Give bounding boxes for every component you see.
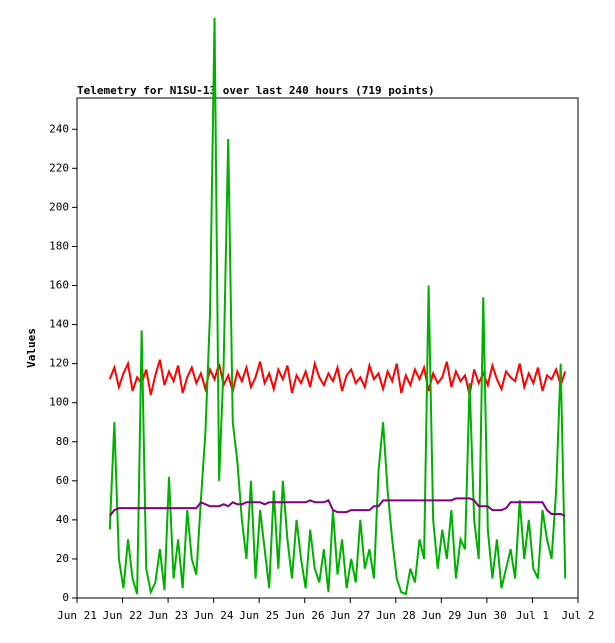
y-tick-label: 160 xyxy=(49,279,69,292)
x-tick-label: Jun 23 xyxy=(148,609,188,622)
series-line xyxy=(108,359,567,396)
y-tick-label: 60 xyxy=(56,474,69,487)
y-tick-label: 100 xyxy=(49,396,69,409)
y-tick-label: 120 xyxy=(49,357,69,370)
y-tick-label: 180 xyxy=(49,239,69,252)
y-tick-label: 200 xyxy=(49,200,69,213)
x-tick-label: Jun 28 xyxy=(376,609,416,622)
x-tick-label: Jun 27 xyxy=(330,609,370,622)
y-tick-label: 220 xyxy=(49,161,69,174)
y-tick-label: 240 xyxy=(49,122,69,135)
x-tick-label: Jun 30 xyxy=(467,609,507,622)
series-line xyxy=(108,17,567,596)
x-tick-label: Jun 21 xyxy=(57,609,97,622)
x-tick-label: Jul 2 xyxy=(561,609,594,622)
y-tick-label: 80 xyxy=(56,435,69,448)
y-tick-label: 0 xyxy=(62,591,69,604)
chart-title: Telemetry for N1SU-13 over last 240 hour… xyxy=(77,84,435,97)
x-tick-label: Jun 29 xyxy=(421,609,461,622)
x-tick-label: Jun 24 xyxy=(194,609,234,622)
y-axis-label: Values xyxy=(25,328,38,368)
y-tick-label: 40 xyxy=(56,513,69,526)
x-tick-label: Jul 1 xyxy=(516,609,549,622)
x-tick-label: Jun 26 xyxy=(285,609,325,622)
x-tick-label: Jun 22 xyxy=(103,609,143,622)
y-tick-label: 20 xyxy=(56,552,69,565)
series-line xyxy=(109,497,566,517)
plot-frame xyxy=(76,97,579,599)
x-tick-label: Jun 25 xyxy=(239,609,279,622)
y-tick-label: 140 xyxy=(49,318,69,331)
